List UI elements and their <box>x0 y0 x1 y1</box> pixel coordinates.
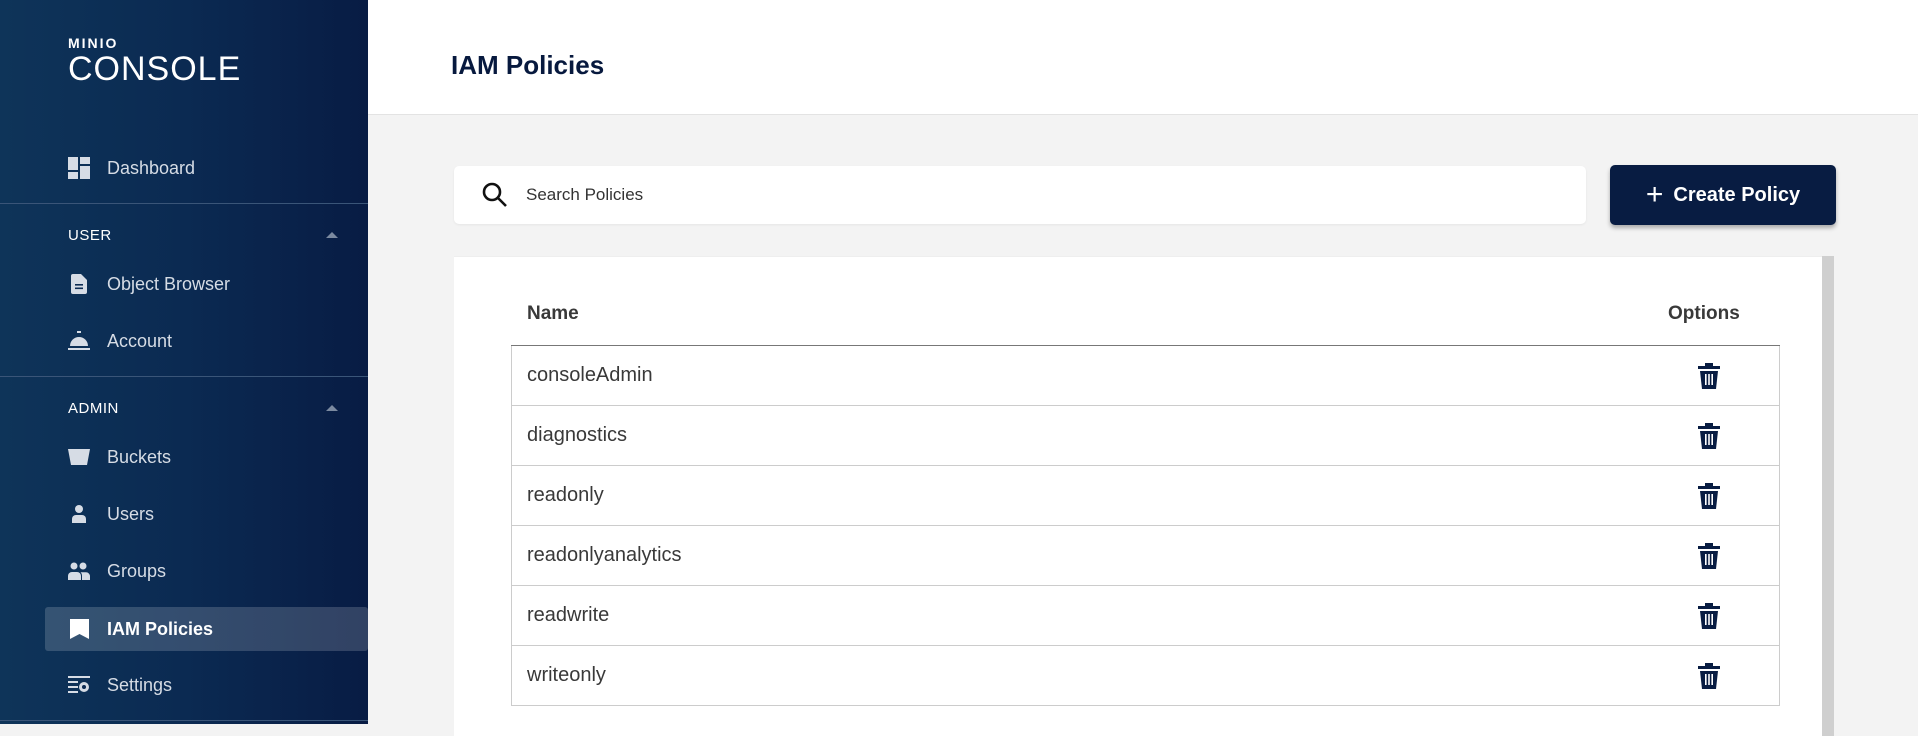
header-divider <box>511 345 1780 346</box>
sidebar-item-iam-policies[interactable]: IAM Policies <box>45 607 368 651</box>
user-icon <box>68 503 90 525</box>
policies-table-card <box>454 256 1822 736</box>
plus-icon: + <box>1645 178 1664 211</box>
policy-name: consoleAdmin <box>527 364 653 386</box>
bucket-icon <box>68 446 90 468</box>
search-icon <box>482 182 508 213</box>
page-header: IAM Policies <box>368 0 1918 115</box>
policy-name: writeonly <box>527 664 606 686</box>
search-input[interactable] <box>526 180 1526 210</box>
sidebar-item-object-browser[interactable]: Object Browser <box>0 262 368 306</box>
bell-icon <box>68 330 90 352</box>
file-icon <box>68 273 90 295</box>
column-header-options: Options <box>1668 303 1740 324</box>
dashboard-icon <box>68 157 90 179</box>
policy-name: diagnostics <box>527 424 628 446</box>
sidebar-item-dashboard[interactable]: Dashboard <box>0 146 368 190</box>
table-row[interactable]: readwrite <box>511 586 1780 646</box>
scrollbar[interactable] <box>1822 256 1834 736</box>
sidebar-item-settings[interactable]: Settings <box>0 663 368 707</box>
trash-icon[interactable] <box>1698 543 1720 574</box>
trash-icon[interactable] <box>1698 603 1720 634</box>
bookmark-icon <box>68 618 90 640</box>
sidebar-item-label: Account <box>107 330 173 351</box>
policy-name: readonlyanalytics <box>527 544 682 566</box>
logo-console: CONSOLE <box>68 50 242 88</box>
table-row[interactable]: writeonly <box>511 646 1780 706</box>
table-row[interactable]: readonlyanalytics <box>511 526 1780 586</box>
sidebar: MINIO CONSOLE Dashboard USER Object Brow… <box>0 0 368 724</box>
page-title: IAM Policies <box>451 50 605 80</box>
sidebar-item-buckets[interactable]: Buckets <box>0 435 368 479</box>
trash-icon[interactable] <box>1698 363 1720 394</box>
trash-icon[interactable] <box>1698 423 1720 454</box>
sidebar-item-label: Settings <box>107 674 173 695</box>
table-row[interactable]: diagnostics <box>511 406 1780 466</box>
collapse-user-icon[interactable] <box>326 232 338 238</box>
groups-icon <box>68 560 90 582</box>
sidebar-item-label: Buckets <box>107 446 172 467</box>
sidebar-item-label: Dashboard <box>107 157 196 178</box>
trash-icon[interactable] <box>1698 663 1720 694</box>
policy-name: readwrite <box>527 604 610 626</box>
section-admin: ADMIN <box>68 400 119 417</box>
section-user: USER <box>68 227 112 244</box>
create-policy-button[interactable]: + Create Policy <box>1610 165 1836 225</box>
sidebar-item-label: IAM Policies <box>107 618 214 639</box>
settings-icon <box>68 674 90 696</box>
minio-console-logo[interactable]: MINIO CONSOLE <box>68 36 241 86</box>
divider <box>0 203 368 204</box>
collapse-admin-icon[interactable] <box>326 405 338 411</box>
divider <box>0 720 368 721</box>
table-row[interactable]: readonly <box>511 466 1780 526</box>
create-policy-label: Create Policy <box>1673 183 1801 206</box>
sidebar-item-groups[interactable]: Groups <box>0 549 368 593</box>
logo-minio: MINIO <box>68 35 119 51</box>
trash-icon[interactable] <box>1698 483 1720 514</box>
policy-name: readonly <box>527 484 604 506</box>
sidebar-item-label: Object Browser <box>107 273 231 294</box>
sidebar-item-users[interactable]: Users <box>0 492 368 536</box>
sidebar-item-label: Groups <box>107 560 167 581</box>
column-header-name[interactable]: Name <box>527 303 579 324</box>
sidebar-item-account[interactable]: Account <box>0 319 368 363</box>
table-row[interactable]: consoleAdmin <box>511 346 1780 406</box>
sidebar-item-label: Users <box>107 503 155 524</box>
search-box[interactable] <box>454 166 1586 224</box>
divider <box>0 376 368 377</box>
